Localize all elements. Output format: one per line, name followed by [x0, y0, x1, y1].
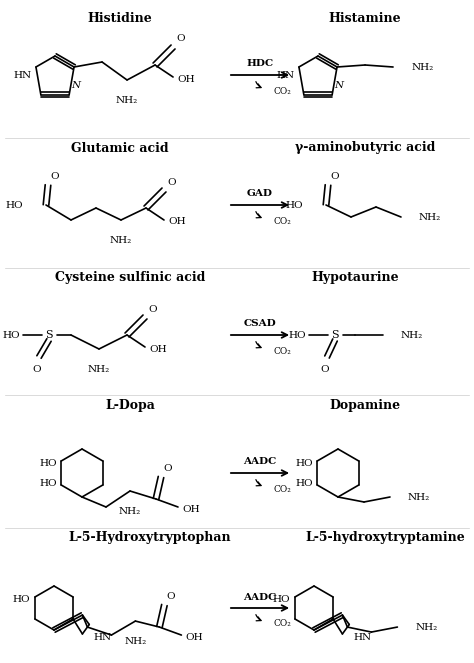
Text: O: O — [330, 172, 338, 181]
Text: L-Dopa: L-Dopa — [105, 400, 155, 412]
Text: S: S — [45, 330, 53, 340]
Text: HO: HO — [5, 200, 23, 210]
Text: CO₂: CO₂ — [274, 619, 292, 629]
Text: CO₂: CO₂ — [274, 485, 292, 493]
Text: HO: HO — [285, 200, 303, 210]
Text: HO: HO — [296, 459, 313, 467]
Text: Histidine: Histidine — [88, 11, 152, 25]
Text: S: S — [331, 330, 339, 340]
Text: HN: HN — [14, 71, 32, 80]
Text: NH₂: NH₂ — [110, 236, 132, 245]
Text: GAD: GAD — [247, 190, 273, 198]
Text: O: O — [321, 365, 329, 374]
Text: Cysteine sulfinic acid: Cysteine sulfinic acid — [55, 272, 205, 284]
Text: O: O — [33, 365, 41, 374]
Text: NH₂: NH₂ — [419, 213, 441, 221]
Text: O: O — [148, 305, 156, 314]
Text: OH: OH — [149, 345, 167, 353]
Text: HO: HO — [296, 479, 313, 487]
Text: CSAD: CSAD — [244, 320, 276, 328]
Text: NH₂: NH₂ — [408, 493, 430, 501]
Text: NH₂: NH₂ — [124, 637, 146, 646]
Text: O: O — [50, 172, 59, 181]
Text: O: O — [163, 464, 172, 473]
Text: L-5-hydroxytryptamine: L-5-hydroxytryptamine — [305, 532, 465, 544]
Text: HDC: HDC — [246, 60, 273, 68]
Text: HO: HO — [273, 595, 290, 603]
Text: NH₂: NH₂ — [116, 96, 138, 105]
Text: Hypotaurine: Hypotaurine — [311, 272, 399, 284]
Text: N: N — [71, 81, 80, 90]
Text: HO: HO — [2, 330, 20, 339]
Text: O: O — [176, 34, 185, 43]
Text: O: O — [167, 178, 176, 187]
Text: AADC: AADC — [243, 593, 277, 601]
Text: HO: HO — [12, 595, 30, 603]
Text: OH: OH — [177, 74, 195, 84]
Text: OH: OH — [185, 633, 203, 642]
Text: CO₂: CO₂ — [274, 86, 292, 95]
Text: OH: OH — [182, 505, 200, 514]
Text: AADC: AADC — [243, 457, 277, 467]
Text: HN: HN — [353, 633, 372, 642]
Text: HO: HO — [288, 330, 306, 339]
Text: Glutamic acid: Glutamic acid — [71, 141, 169, 154]
Text: OH: OH — [168, 217, 186, 227]
Text: Histamine: Histamine — [328, 11, 401, 25]
Text: NH₂: NH₂ — [88, 365, 110, 374]
Text: L-5-Hydroxytryptophan: L-5-Hydroxytryptophan — [69, 532, 231, 544]
Text: O: O — [166, 592, 175, 601]
Text: NH₂: NH₂ — [119, 507, 141, 516]
Text: CO₂: CO₂ — [274, 217, 292, 225]
Text: HO: HO — [40, 479, 57, 487]
Text: NH₂: NH₂ — [401, 330, 423, 339]
Text: NH₂: NH₂ — [415, 623, 438, 632]
Text: HN: HN — [277, 71, 295, 80]
Text: NH₂: NH₂ — [411, 62, 433, 72]
Text: HN: HN — [93, 633, 111, 642]
Text: HO: HO — [40, 459, 57, 467]
Text: Dopamine: Dopamine — [329, 400, 401, 412]
Text: CO₂: CO₂ — [274, 347, 292, 355]
Text: N: N — [334, 81, 343, 90]
Text: γ-aminobutyric acid: γ-aminobutyric acid — [295, 141, 435, 154]
